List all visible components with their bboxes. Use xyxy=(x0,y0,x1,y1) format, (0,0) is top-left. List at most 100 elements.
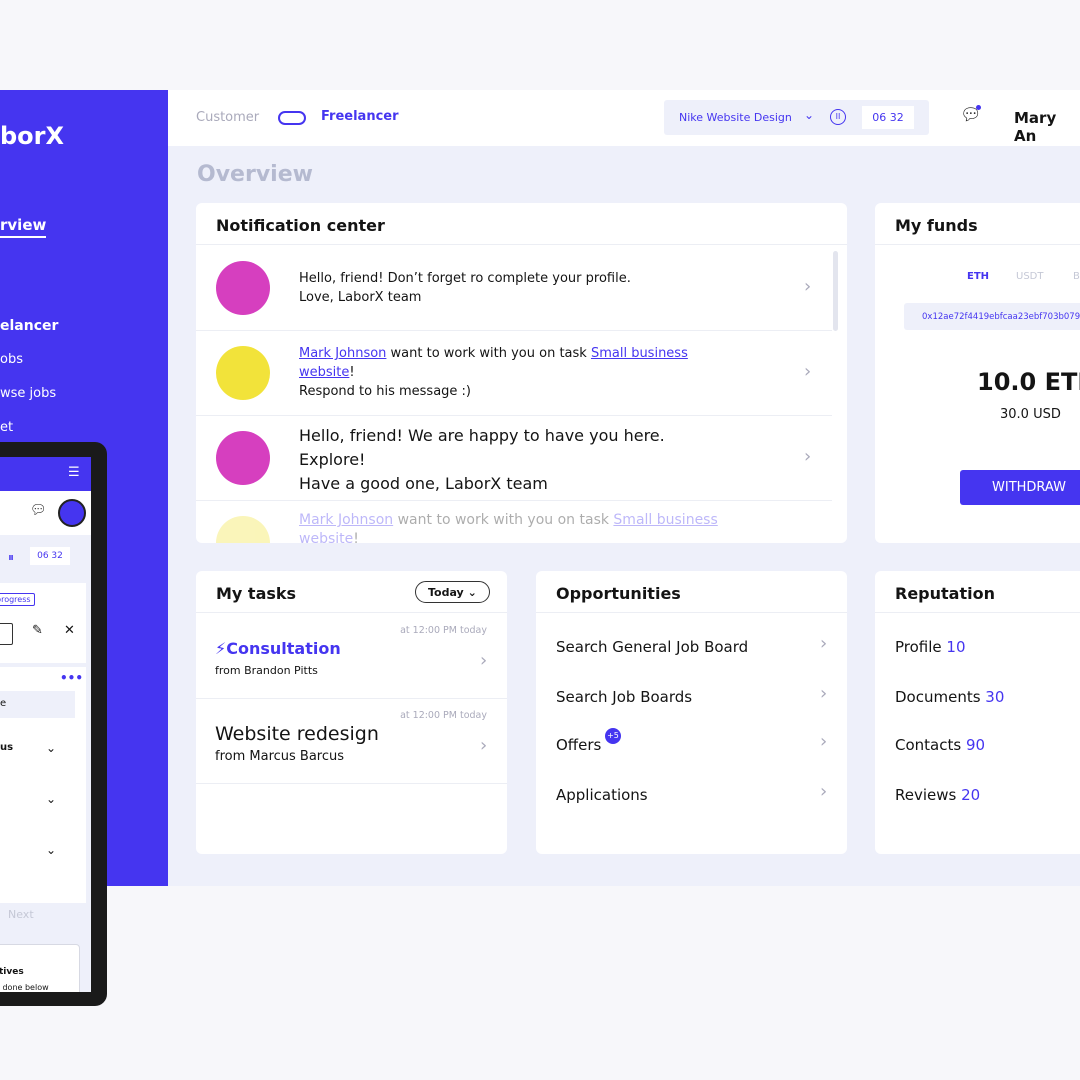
mobile-input[interactable] xyxy=(0,623,13,645)
chevron-right-icon[interactable]: › xyxy=(804,446,812,467)
opportunity-applications[interactable]: Applications xyxy=(556,786,648,804)
task-time: at 12:00 PM today xyxy=(400,710,487,721)
task-timer: Nike Website Design ⌄ II 06 32 xyxy=(664,100,929,135)
sidebar-item-jobs[interactable]: obs xyxy=(0,352,23,367)
task-name: ⚡︎Consultation xyxy=(215,639,341,658)
avatar xyxy=(216,516,270,543)
chevron-down-icon[interactable]: ⌄ xyxy=(804,108,815,122)
balance-usd: 30.0 USD xyxy=(1000,407,1061,422)
chat-icon[interactable]: 💬︎ xyxy=(30,503,47,518)
card-title: My funds xyxy=(875,203,1080,245)
reputation-profile[interactable]: Profile 10 xyxy=(895,638,966,656)
mobile-objectives-card: tives e done below xyxy=(0,944,80,992)
customer-label: Customer xyxy=(196,110,260,125)
my-funds-card: My funds ETH USDT B 0x12ae72f4419ebfcaa2… xyxy=(875,203,1080,543)
task-select[interactable]: Nike Website Design xyxy=(679,111,792,124)
scrollbar[interactable] xyxy=(833,251,838,331)
chevron-right-icon[interactable]: › xyxy=(804,361,812,382)
sidebar-section-freelancer[interactable]: elancer xyxy=(0,318,59,334)
mobile-topbar: 💬︎ xyxy=(0,491,91,535)
chevron-right-icon[interactable]: › xyxy=(820,633,828,654)
notification-item[interactable]: Hello, friend! Don’t forget ro complete … xyxy=(196,246,832,331)
notification-item[interactable]: Hello, friend! We are happy to have you … xyxy=(196,416,832,501)
task-item[interactable]: at 12:00 PM today Website redesign from … xyxy=(196,699,507,784)
notification-center-card: Notification center Hello, friend! Don’t… xyxy=(196,203,847,543)
pause-icon[interactable]: II xyxy=(830,109,846,125)
sidebar-item-overview[interactable]: rview xyxy=(0,216,47,238)
reputation-card: Reputation Profile 10 Documents 30 Conta… xyxy=(875,571,1080,854)
opportunity-job-boards[interactable]: Search Job Boards xyxy=(556,688,693,706)
notification-item[interactable]: Mark Johnson want to work with you on ta… xyxy=(196,501,832,543)
role-toggle[interactable] xyxy=(278,111,306,125)
avatar xyxy=(216,261,270,315)
card-title: My tasks xyxy=(196,571,507,613)
mobile-list: ••• e us ⌄ ⌄ ⌄ xyxy=(0,667,86,903)
chevron-right-icon[interactable]: › xyxy=(820,731,828,752)
mobile-list-item[interactable]: e xyxy=(0,691,75,718)
wallet-address[interactable]: 0x12ae72f4419ebfcaa23ebf703b079 xyxy=(904,303,1080,330)
next-button[interactable]: Next xyxy=(8,908,34,921)
notification-text: ! xyxy=(349,365,355,380)
card-title: Notification center xyxy=(196,203,847,245)
chevron-down-icon[interactable]: ⌄ xyxy=(46,843,57,857)
tab-b[interactable]: B xyxy=(1073,271,1080,282)
opportunity-general-job-board[interactable]: Search General Job Board xyxy=(556,638,749,656)
opportunities-card: Opportunities Search General Job Board S… xyxy=(536,571,847,854)
notification-text: Have a good one, LaborX team xyxy=(299,474,548,493)
card-title: tives xyxy=(0,967,24,977)
chevron-right-icon[interactable]: › xyxy=(820,683,828,704)
notification-text: Love, LaborX team xyxy=(299,290,422,305)
user-link[interactable]: Mark Johnson xyxy=(299,512,394,528)
date-filter[interactable]: Today ⌄ xyxy=(415,581,490,603)
mobile-row-label: us xyxy=(0,742,14,753)
notification-text: Hello, friend! We are happy to have you … xyxy=(299,426,665,445)
task-from: from Marcus Barcus xyxy=(215,749,345,764)
task-item[interactable]: at 12:00 PM today ⚡︎Consultation from Br… xyxy=(196,614,507,699)
notification-text: ! xyxy=(353,531,359,543)
pause-icon[interactable]: ⏸︎ xyxy=(8,550,15,564)
balance-amount: 10.0 ETH xyxy=(977,368,1080,396)
reputation-contacts[interactable]: Contacts 90 xyxy=(895,736,986,754)
freelancer-label: Freelancer xyxy=(321,109,399,124)
close-icon[interactable]: ✕ xyxy=(64,623,75,638)
task-link[interactable]: Small business website xyxy=(299,346,688,380)
mobile-mockup: ☰ 💬︎ ⏸︎ 06 32 progress ✎ ✕ ••• e us ⌄ ⌄ … xyxy=(0,442,107,1006)
tab-usdt[interactable]: USDT xyxy=(1016,271,1044,282)
withdraw-button[interactable]: WITHDRAW xyxy=(960,470,1080,505)
edit-icon[interactable]: ✎ xyxy=(32,623,43,638)
reputation-documents[interactable]: Documents 30 xyxy=(895,688,1005,706)
reputation-reviews[interactable]: Reviews 20 xyxy=(895,786,981,804)
avatar xyxy=(216,346,270,400)
card-text: e done below xyxy=(0,983,49,992)
chat-icon[interactable]: 💬︎ xyxy=(960,105,982,125)
card-title: Reputation xyxy=(875,571,1080,613)
chevron-down-icon[interactable]: ⌄ xyxy=(46,792,57,806)
tab-eth[interactable]: ETH xyxy=(967,271,990,282)
menu-icon[interactable]: ☰ xyxy=(68,465,80,480)
task-time: at 12:00 PM today xyxy=(400,625,487,636)
chevron-right-icon[interactable]: › xyxy=(804,276,812,297)
chevron-down-icon[interactable]: ⌄ xyxy=(46,741,57,755)
unread-dot xyxy=(976,105,981,110)
notification-item[interactable]: Mark Johnson want to work with you on ta… xyxy=(196,331,832,416)
chevron-right-icon[interactable]: › xyxy=(480,735,488,756)
status-badge: progress xyxy=(0,593,35,606)
sidebar-item-browse-jobs[interactable]: wse jobs xyxy=(0,386,57,401)
chevron-right-icon[interactable]: › xyxy=(820,781,828,802)
more-icon[interactable]: ••• xyxy=(60,671,84,685)
mobile-task-card: progress ✎ ✕ xyxy=(0,583,86,663)
mobile-timer: 06 32 xyxy=(30,547,70,565)
task-name: Website redesign xyxy=(215,723,379,745)
timer-hours: 06 xyxy=(872,111,887,124)
user-link[interactable]: Mark Johnson xyxy=(299,346,387,361)
user-name[interactable]: Mary An xyxy=(1014,109,1057,145)
opportunity-offers[interactable]: Offers xyxy=(556,736,602,754)
top-header: Customer Freelancer Nike Website Design … xyxy=(168,90,1080,146)
chevron-right-icon[interactable]: › xyxy=(480,650,488,671)
notification-text: want to work with you on task xyxy=(393,512,614,528)
task-link[interactable]: Small business website xyxy=(299,512,718,543)
avatar[interactable] xyxy=(58,499,86,527)
card-title: Opportunities xyxy=(536,571,847,613)
sidebar-item-wallet[interactable]: et xyxy=(0,420,14,435)
offers-badge: +5 xyxy=(605,728,621,744)
